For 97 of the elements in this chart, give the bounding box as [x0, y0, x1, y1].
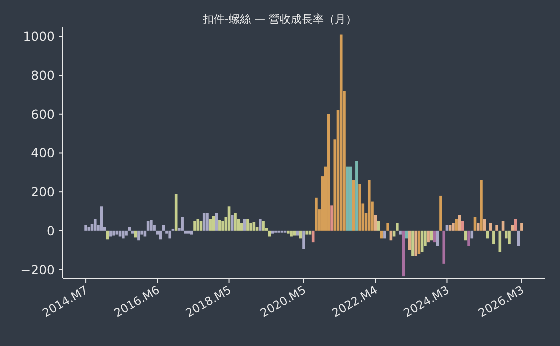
bar — [442, 230, 446, 264]
bar — [218, 220, 222, 231]
bar — [315, 198, 318, 231]
bar — [498, 230, 502, 252]
bar — [330, 206, 334, 231]
bar — [489, 223, 492, 231]
bar — [134, 230, 138, 238]
bar — [287, 230, 290, 234]
bar — [150, 220, 153, 231]
bar — [202, 213, 206, 231]
bar — [308, 230, 312, 235]
bar — [340, 34, 343, 231]
bar — [446, 225, 449, 231]
bar — [368, 180, 371, 231]
bar — [346, 166, 349, 231]
bar — [420, 230, 424, 252]
bar — [187, 230, 190, 234]
bar — [452, 223, 455, 231]
bar — [502, 221, 505, 231]
bar — [228, 206, 231, 231]
bar — [293, 230, 296, 236]
bar — [377, 221, 380, 231]
bar — [131, 230, 134, 234]
bar — [250, 223, 252, 231]
bar — [138, 230, 140, 241]
bar — [196, 219, 200, 231]
bar — [94, 219, 97, 231]
bar — [302, 230, 306, 250]
bar — [448, 225, 452, 231]
bar — [194, 221, 196, 231]
bar — [112, 230, 116, 236]
bar — [246, 219, 250, 231]
bar — [271, 230, 274, 234]
bar — [296, 230, 300, 236]
bar — [125, 230, 128, 236]
y-tick-label: 800 — [31, 68, 56, 84]
bar — [412, 230, 414, 256]
bar — [184, 230, 188, 234]
bar — [480, 180, 483, 231]
bar — [162, 225, 166, 231]
bar — [470, 230, 474, 239]
bar — [328, 114, 330, 231]
bar — [206, 213, 209, 231]
bar — [461, 221, 464, 231]
bar — [520, 223, 524, 231]
bar — [84, 225, 88, 231]
bar — [476, 223, 480, 231]
bar — [252, 222, 256, 231]
bar — [299, 230, 302, 239]
bar — [100, 206, 104, 231]
bar — [230, 215, 234, 231]
bar — [181, 217, 184, 231]
chart-title: 扣件-螺絲 — 營收成長率（月） — [202, 13, 357, 26]
bar — [240, 223, 244, 231]
bar — [306, 230, 309, 235]
bar — [374, 215, 378, 231]
bar — [168, 230, 172, 239]
bar — [290, 230, 293, 237]
bar — [190, 230, 194, 235]
y-tick-label: 600 — [31, 106, 56, 122]
bar — [511, 225, 514, 231]
bar — [234, 213, 237, 231]
bar — [222, 221, 224, 231]
bar — [427, 230, 430, 243]
bar — [122, 230, 125, 239]
bar — [262, 221, 265, 231]
bar — [483, 219, 486, 231]
bar — [200, 221, 203, 231]
bar — [492, 230, 496, 245]
y-tick-label: 400 — [31, 146, 56, 161]
bar — [408, 230, 412, 250]
bar — [440, 196, 442, 231]
bar — [436, 230, 440, 246]
bar — [396, 223, 399, 231]
bar — [88, 227, 91, 231]
bar — [468, 230, 470, 246]
bar — [358, 184, 362, 231]
bar — [116, 230, 119, 235]
bar — [128, 227, 132, 231]
bar — [399, 230, 402, 235]
y-tick-label: 200 — [31, 184, 56, 200]
bar — [414, 230, 418, 256]
y-tick-label: 1000 — [23, 29, 56, 44]
bar — [259, 219, 262, 231]
bar — [464, 230, 468, 241]
bar — [508, 230, 511, 245]
bar — [496, 225, 498, 231]
y-tick-label: 0 — [47, 223, 56, 238]
bar — [110, 230, 112, 237]
bar — [356, 161, 358, 231]
bar — [384, 230, 386, 239]
bar — [146, 221, 150, 231]
y-tick-label: −200 — [20, 262, 56, 278]
bar — [402, 230, 406, 277]
bar — [386, 223, 390, 231]
bar — [209, 219, 212, 231]
bar — [455, 219, 458, 231]
